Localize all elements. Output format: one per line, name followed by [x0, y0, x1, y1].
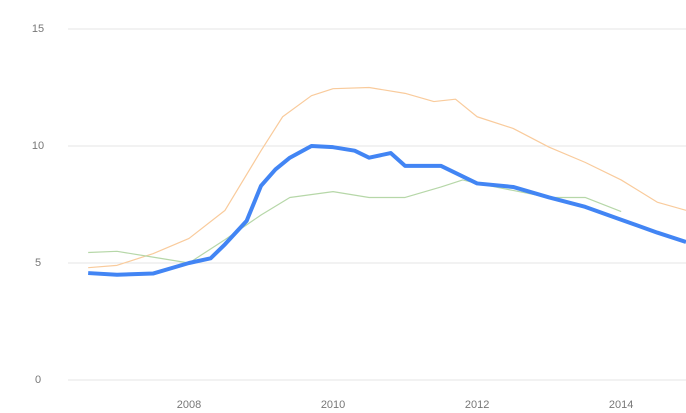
x-tick-label: 2008 [177, 399, 201, 411]
y-tick-label: 15 [32, 23, 44, 35]
x-tick-label: 2012 [465, 399, 489, 411]
y-tick-label: 10 [32, 140, 44, 152]
y-tick-label: 5 [35, 257, 41, 269]
line [88, 144, 686, 277]
x-tick-label: 2014 [609, 399, 633, 411]
x-tick-label: 2010 [321, 399, 345, 411]
line [88, 179, 622, 264]
y-tick-label: 0 [35, 374, 41, 386]
line [88, 86, 686, 269]
